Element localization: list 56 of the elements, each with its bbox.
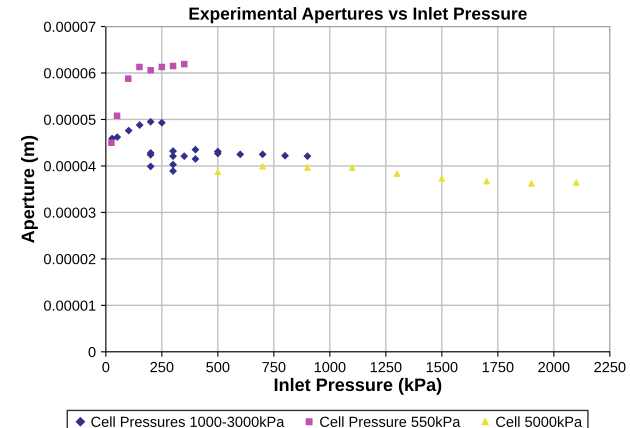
point xyxy=(158,64,166,70)
x-tick-label: 2000 xyxy=(538,362,570,372)
x-tick-label: 0 xyxy=(102,362,110,372)
point xyxy=(146,118,155,126)
y-axis-title: Aperture (m) xyxy=(21,136,38,243)
y-tick-label: 0.00002 xyxy=(44,254,96,264)
x-tick-label: 2250 xyxy=(594,362,626,372)
chart-title: Experimental Apertures vs Inlet Pressure xyxy=(190,7,527,24)
point xyxy=(483,177,490,184)
point xyxy=(258,150,267,158)
point xyxy=(236,150,244,158)
point xyxy=(136,121,144,129)
point xyxy=(281,152,289,160)
point xyxy=(438,174,446,182)
x-tick-label: 1750 xyxy=(482,362,514,372)
point xyxy=(147,66,154,74)
point xyxy=(192,146,200,154)
point xyxy=(124,126,133,135)
point xyxy=(146,162,155,170)
point xyxy=(169,160,177,168)
point xyxy=(192,155,200,163)
x-tick-label: 250 xyxy=(150,362,174,372)
x-tick-label: 1500 xyxy=(426,362,458,372)
x-tick-label: 1000 xyxy=(314,362,346,372)
legend-label: Cell Pressures 1000-3000kPa xyxy=(91,416,284,427)
point xyxy=(169,167,177,175)
point xyxy=(180,60,188,68)
y-tick-label: 0.00006 xyxy=(44,68,96,78)
point xyxy=(259,162,266,170)
point xyxy=(572,178,580,186)
y-tick-label: 0.00004 xyxy=(44,161,96,172)
x-tick-label: 500 xyxy=(206,362,230,372)
x-tick-label: 1250 xyxy=(370,362,402,372)
point xyxy=(304,164,311,171)
point xyxy=(108,139,115,146)
point xyxy=(124,75,132,82)
x-axis-title: Inlet Pressure (kPa) xyxy=(274,378,442,395)
x-tick-label: 750 xyxy=(262,362,286,372)
point xyxy=(170,62,176,70)
point xyxy=(113,133,122,142)
point xyxy=(304,152,312,160)
y-tick-label: 0.00005 xyxy=(44,114,96,125)
y-tick-label: 0.00003 xyxy=(44,208,96,218)
point xyxy=(114,112,120,120)
legend-label: Cell 5000kPa xyxy=(496,416,582,427)
y-tick-label: 0.00001 xyxy=(44,300,96,311)
point xyxy=(136,64,143,70)
point xyxy=(394,170,401,177)
point xyxy=(180,152,188,160)
point xyxy=(158,118,166,127)
legend-label: Cell Pressure 550kPa xyxy=(320,416,460,427)
point xyxy=(528,180,535,187)
y-tick-label: 0 xyxy=(88,346,96,358)
point xyxy=(214,168,222,176)
y-tick-label: 0.00007 xyxy=(44,22,96,32)
point xyxy=(348,164,356,171)
